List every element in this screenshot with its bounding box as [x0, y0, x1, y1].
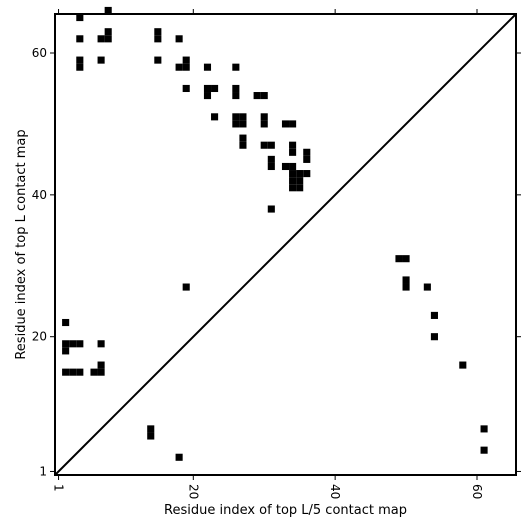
contact-cell-upper	[267, 155, 275, 163]
contact-cell-lower	[69, 368, 77, 376]
contact-cell-upper	[289, 170, 297, 178]
plot-area	[54, 6, 517, 476]
contact-cell-upper	[296, 177, 304, 185]
contact-cell-upper	[281, 162, 290, 171]
contact-cell-upper	[211, 113, 219, 121]
contact-cell-upper	[281, 120, 290, 128]
contact-cell-upper	[232, 92, 240, 100]
contact-cell-lower	[76, 368, 84, 376]
contact-cell-upper	[289, 141, 297, 149]
x-tick-label: 40	[328, 484, 342, 499]
contact-cell-lower	[480, 425, 488, 433]
contact-cell-upper	[267, 205, 275, 213]
contact-cell-upper	[154, 28, 162, 36]
contact-cell-upper	[182, 56, 190, 64]
contact-cell-upper	[203, 63, 212, 71]
y-tick-label: 40	[32, 188, 47, 202]
contact-cell-upper	[232, 84, 240, 93]
contact-cell-upper	[97, 56, 105, 64]
contact-cell-upper	[260, 92, 268, 100]
contact-cell-upper	[76, 63, 84, 71]
contact-cell-upper	[239, 141, 247, 149]
contact-cell-lower	[69, 340, 77, 348]
contact-cell-upper	[76, 56, 84, 64]
contact-cell-upper	[289, 162, 297, 171]
contact-cell-lower	[459, 361, 467, 369]
contact-cell-upper	[175, 63, 183, 71]
contact-cell-upper	[232, 113, 240, 121]
contact-cell-upper	[253, 92, 261, 100]
contact-cells	[62, 6, 488, 461]
contact-cell-upper	[289, 120, 297, 128]
y-tick-label: 20	[32, 330, 47, 344]
diagonal-line	[54, 13, 517, 476]
contact-cell-upper	[296, 170, 304, 178]
contact-cell-lower	[62, 347, 70, 355]
axis-ticks: 1 20 40 60 1 20 40 60	[32, 9, 521, 499]
contact-cell-upper	[76, 14, 84, 22]
x-tick-label: 60	[470, 484, 484, 499]
y-tick-label: 1	[39, 464, 47, 478]
contact-cell-lower	[62, 340, 70, 348]
contact-cell-lower	[76, 340, 84, 348]
contact-cell-lower	[182, 283, 190, 291]
contact-cell-lower	[402, 276, 410, 284]
contact-cell-upper	[289, 148, 297, 156]
contact-cell-lower	[97, 340, 105, 348]
contact-cell-lower	[402, 283, 410, 291]
contact-cell-upper	[182, 63, 190, 71]
y-tick-label: 60	[32, 46, 47, 60]
contact-cell-upper	[104, 28, 112, 36]
contact-cell-upper	[289, 177, 297, 185]
contact-cell-upper	[239, 120, 247, 128]
contact-cell-lower	[430, 333, 438, 341]
contact-cell-upper	[211, 84, 219, 93]
contact-cell-upper	[104, 6, 112, 14]
contact-cell-upper	[260, 113, 268, 121]
contact-cell-upper	[303, 148, 311, 156]
x-tick-label: 20	[186, 484, 200, 499]
x-axis-label: Residue index of top L/5 contact map	[164, 503, 407, 518]
contact-cell-upper	[239, 134, 247, 142]
contact-cell-lower	[90, 368, 98, 376]
contact-cell-upper	[260, 120, 268, 128]
contact-cell-lower	[62, 318, 70, 327]
contact-cell-upper	[296, 184, 304, 192]
y-axis-label: Residue index of top L contact map	[14, 129, 29, 359]
plot-frame	[54, 13, 517, 476]
contact-cell-upper	[203, 92, 212, 100]
contact-cell-upper	[203, 84, 212, 93]
contact-cell-lower	[97, 368, 105, 376]
contact-cell-upper	[154, 56, 162, 64]
contact-cell-upper	[154, 35, 162, 43]
contact-cell-lower	[395, 255, 403, 263]
contact-cell-lower	[402, 255, 410, 263]
contact-cell-upper	[239, 113, 247, 121]
x-tick-label: 1	[52, 484, 66, 492]
contact-cell-upper	[76, 35, 84, 43]
contact-cell-upper	[104, 35, 112, 43]
contact-cell-upper	[232, 63, 240, 71]
contact-cell-upper	[260, 141, 268, 149]
contact-cell-lower	[430, 311, 438, 319]
contact-cell-upper	[175, 35, 183, 43]
contact-cell-upper	[232, 120, 240, 128]
contact-cell-lower	[62, 368, 70, 376]
contact-cell-upper	[303, 170, 311, 178]
contact-cell-upper	[97, 35, 105, 43]
contact-cell-upper	[267, 162, 275, 171]
contact-cell-upper	[289, 184, 297, 192]
contact-cell-upper	[267, 141, 275, 149]
contact-cell-lower	[147, 432, 155, 440]
contact-cell-lower	[175, 453, 183, 461]
contact-cell-lower	[97, 361, 105, 369]
contact-cell-upper	[182, 84, 190, 93]
contact-cell-lower	[480, 446, 488, 454]
contact-cell-lower	[147, 425, 155, 433]
contact-cell-lower	[423, 283, 431, 291]
contact-cell-upper	[303, 155, 311, 163]
